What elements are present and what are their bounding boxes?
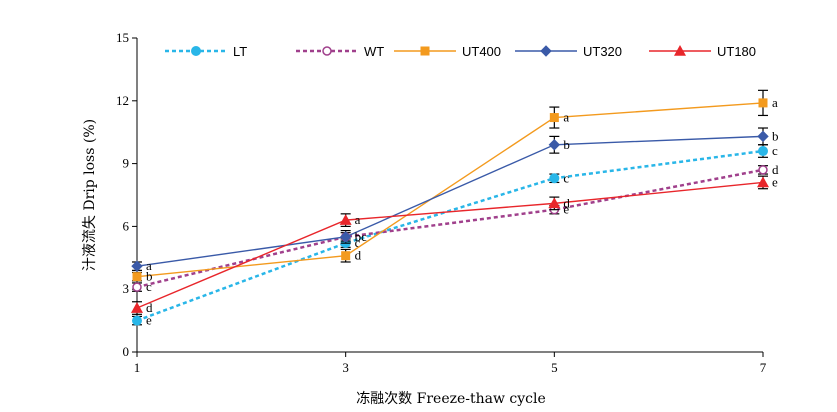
x-tick-label: 3	[342, 360, 349, 375]
marker-point	[549, 113, 559, 123]
significance-label: d	[146, 300, 153, 315]
series-line	[136, 149, 764, 322]
axes: 0 3 6 9 12 15 1 3 5 7	[116, 30, 767, 375]
marker-point	[322, 46, 332, 56]
marker-point	[341, 251, 351, 261]
marker-point	[540, 45, 552, 57]
marker-point	[548, 197, 561, 209]
marker-point	[548, 139, 561, 151]
marker-point	[757, 130, 769, 143]
marker-point	[339, 231, 352, 243]
x-tick-label: 1	[134, 360, 141, 375]
significance-label: e	[772, 174, 778, 189]
legend-item-ut400: UT400	[394, 44, 501, 59]
marker-point	[132, 282, 142, 292]
legend-item-ut180: UT180	[649, 44, 756, 59]
significance-label: b	[563, 137, 570, 152]
significance-label: b	[146, 269, 153, 284]
marker-point	[420, 46, 430, 56]
significance-label: b	[355, 229, 362, 244]
legend-label: UT180	[717, 44, 756, 59]
marker-point	[757, 176, 769, 188]
series-line	[136, 135, 764, 267]
y-tick-label: 9	[123, 156, 130, 171]
significance-label: a	[563, 110, 569, 125]
x-axis-title: 冻融次数 Freeze-thaw cycle	[356, 390, 546, 407]
significance-label: bc	[355, 229, 368, 244]
legend-label: UT400	[462, 44, 501, 59]
series-line	[136, 102, 764, 278]
legend-item-lt: LT	[165, 44, 247, 59]
significance-label: a	[355, 212, 361, 227]
y-tick-label: 0	[123, 344, 130, 359]
significance-label: d	[355, 248, 362, 263]
legend-label: UT320	[583, 44, 622, 59]
significance-label: c	[355, 235, 361, 250]
legend-label: WT	[364, 44, 384, 59]
x-tick-label: 7	[760, 360, 767, 375]
marker-point	[549, 173, 560, 184]
legend-item-wt: WT	[296, 44, 384, 59]
y-axis-title: 汁液流失 Drip loss (%)	[82, 119, 98, 271]
significance-label: d	[772, 162, 779, 177]
marker-point	[758, 146, 768, 157]
series-lt: e c c c	[132, 143, 778, 328]
marker-point	[674, 45, 686, 56]
legend: LT WT UT400 UT320 UT180	[165, 44, 756, 59]
significance-label: d	[563, 195, 570, 210]
series-line	[136, 168, 764, 289]
significance-label: a	[772, 95, 778, 110]
marker-point	[132, 272, 142, 282]
marker-point	[131, 302, 143, 313]
significance-label: c	[772, 143, 778, 158]
significance-label: c	[563, 170, 569, 185]
legend-label: LT	[233, 44, 247, 59]
marker-point	[758, 165, 768, 175]
marker-point	[339, 214, 352, 225]
marker-point	[131, 260, 143, 272]
y-tick-label: 6	[123, 218, 130, 233]
marker-point	[191, 46, 201, 56]
legend-item-ut320: UT320	[515, 44, 622, 59]
significance-label: e	[563, 202, 569, 217]
significance-label: b	[772, 128, 779, 143]
y-tick-label: 12	[116, 93, 129, 108]
marker-point	[758, 98, 768, 108]
x-tick-label: 5	[551, 360, 558, 375]
series-line	[136, 181, 764, 309]
significance-label: a	[146, 258, 152, 273]
significance-label: c	[146, 279, 152, 294]
significance-label: e	[146, 313, 152, 328]
marker-point	[132, 315, 142, 326]
y-tick-label: 15	[116, 30, 129, 45]
y-tick-label: 3	[123, 281, 130, 296]
